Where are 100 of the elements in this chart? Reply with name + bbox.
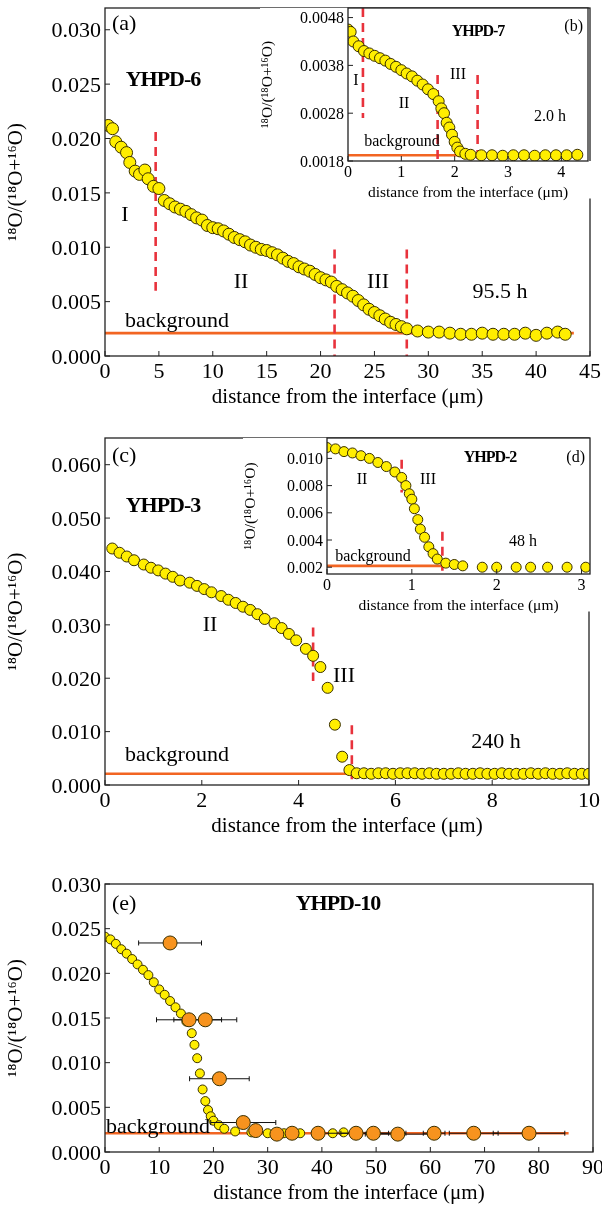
annotation: I: [353, 70, 359, 88]
annotation: 240 h: [471, 727, 521, 753]
x-tick-label: 40: [310, 1154, 333, 1179]
x-tick-label: 4: [293, 787, 305, 812]
y-tick-label: 0.0038: [300, 56, 344, 74]
y-tick-label: 0.010: [51, 719, 101, 745]
text: YHPD-3: [125, 492, 202, 517]
x-tick-label: 5: [153, 358, 165, 383]
text: YHPD-6: [125, 66, 202, 91]
annotation: III: [367, 267, 389, 293]
x-axis-title: distance from the interface (μm): [213, 1180, 485, 1204]
y-tick-label: 0.000: [51, 772, 101, 798]
annotation: background: [106, 1112, 210, 1138]
y-tick-label: 0.006: [287, 504, 323, 522]
annotation: 95.5 h: [472, 277, 528, 303]
y-tick-label: 0.030: [51, 612, 101, 638]
x-tick-label: 70: [473, 1154, 496, 1179]
y-tick-label: 0.008: [287, 477, 323, 495]
x-tick-label: 35: [471, 358, 494, 383]
x-tick-label: 4: [557, 163, 566, 180]
x-tick-label: 25: [363, 358, 386, 383]
annotation: I: [121, 200, 129, 226]
y-tick-label: 0.002: [287, 558, 323, 576]
y-tick-label: 0.000: [51, 343, 101, 369]
x-tick-label: 30: [256, 1154, 279, 1179]
x-tick-label: 1: [407, 576, 416, 593]
x-tick-label: 1: [397, 163, 406, 180]
x-tick-label: 2: [196, 787, 208, 812]
y-tick-label: 0.030: [51, 871, 101, 897]
y-tick-label: 0.010: [287, 450, 323, 467]
annotation: background: [125, 740, 229, 766]
x-tick-label: 2: [450, 163, 459, 180]
x-tick-label: 0: [99, 358, 111, 383]
x-tick-label: 3: [577, 576, 586, 593]
annotation: III: [450, 64, 466, 82]
y-tick-label: 0.025: [51, 71, 101, 97]
y-tick-label: 0.000: [51, 1139, 101, 1165]
x-tick-label: 10: [148, 1154, 171, 1179]
x-tick-label: 15: [255, 358, 278, 383]
annotation: (a): [112, 9, 137, 35]
y-tick-label: 0.020: [51, 126, 101, 152]
y-tick-label: 0.010: [51, 234, 101, 260]
y-tick-label: 0.004: [287, 531, 323, 549]
annotation: II: [356, 469, 368, 487]
annotation: 2.0 h: [534, 106, 566, 124]
y-tick-label: 0.015: [51, 180, 101, 206]
x-tick-label: 0: [99, 787, 111, 812]
y-axis-title: ¹⁸O/(¹⁸O+¹⁶O): [3, 958, 27, 1078]
x-tick-label: 30: [417, 358, 440, 383]
y-tick-label: 0.050: [51, 505, 101, 531]
x-tick-label: 6: [389, 787, 401, 812]
annotation: (e): [112, 889, 137, 915]
x-tick-label: 0: [323, 576, 331, 593]
annotation: II: [202, 610, 218, 636]
annotation: II: [233, 267, 249, 293]
x-tick-label: 50: [365, 1154, 388, 1179]
x-tick-label: 2: [492, 576, 501, 593]
y-tick-label: 0.025: [51, 916, 101, 942]
annotation: II: [398, 93, 410, 111]
x-tick-label: 10: [578, 787, 600, 812]
y-tick-label: 0.020: [51, 961, 101, 987]
x-tick-label: 80: [527, 1154, 550, 1179]
x-axis-title: distance from the interface (μm): [211, 813, 483, 837]
x-tick-label: 40: [525, 358, 548, 383]
annotation: background: [364, 131, 440, 150]
y-tick-label: 0.040: [51, 559, 101, 585]
x-axis-title: distance from the interface (μm): [211, 384, 484, 408]
x-tick-label: 10: [201, 358, 224, 383]
y-tick-label: 0.030: [51, 17, 101, 43]
y-tick-label: 0.0028: [300, 104, 344, 122]
y-tick-label: 0.005: [51, 289, 101, 315]
x-tick-label: 8: [486, 787, 498, 812]
annotation: 48 h: [509, 531, 537, 549]
x-axis-title: distance from the interface (μm): [358, 595, 559, 614]
y-tick-label: 0.0018: [300, 152, 344, 170]
x-tick-label: 0: [99, 1154, 111, 1179]
x-tick-label: 20: [202, 1154, 225, 1179]
annotation: III: [333, 661, 355, 687]
annotation: III: [420, 469, 436, 487]
x-axis-title: distance from the interface (μm): [367, 182, 569, 201]
y-tick-label: 0.010: [51, 1050, 101, 1076]
x-tick-label: 20: [309, 358, 332, 383]
text: YHPD-2: [463, 448, 518, 465]
x-tick-label: 0: [344, 163, 352, 180]
y-tick-label: 0.020: [51, 665, 101, 691]
annotation: background: [335, 546, 411, 565]
y-tick-label: 0.0048: [300, 9, 344, 27]
x-tick-label: 60: [419, 1154, 442, 1179]
x-tick-label: 45: [579, 358, 601, 383]
annotation: (b): [564, 16, 583, 35]
y-axis-title: ¹⁸O/(¹⁸O+¹⁶O): [3, 552, 27, 671]
annotation: (d): [566, 447, 585, 466]
chart-title: YHPD-10: [295, 890, 382, 915]
x-tick-label: 3: [504, 163, 512, 180]
annotation: background: [125, 306, 229, 332]
y-axis-title: ¹⁸O/(¹⁸O+¹⁶O): [241, 462, 259, 550]
y-tick-label: 0.015: [51, 1005, 101, 1031]
text: YHPD-7: [451, 22, 506, 39]
y-tick-label: 0.060: [51, 452, 101, 478]
y-axis-title: ¹⁸O/(¹⁸O+¹⁶O): [3, 122, 27, 242]
